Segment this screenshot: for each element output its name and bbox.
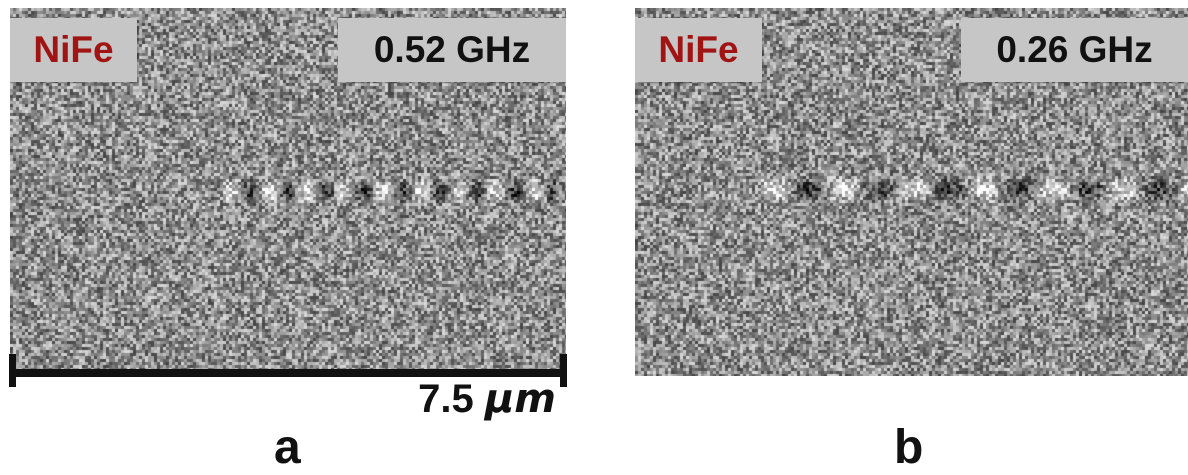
material-label-a: NiFe (10, 18, 137, 82)
scale-bar (11, 369, 565, 377)
scale-bar-right-cap (560, 354, 567, 387)
image-panel-a: NiFe 0.52 GHz (10, 8, 566, 370)
scale-bar-left-cap (9, 354, 16, 387)
panel-letter-a: a (274, 421, 301, 474)
frequency-label-a: 0.52 GHz (338, 18, 566, 82)
scale-bar-label: 7.5 µm (418, 376, 556, 422)
frequency-label-b: 0.26 GHz (961, 18, 1188, 82)
material-label-b: NiFe (635, 18, 762, 82)
scale-bar-unit: µm (484, 376, 556, 422)
image-panel-b: NiFe 0.26 GHz (635, 8, 1188, 376)
scale-bar-value: 7.5 (418, 377, 485, 421)
panel-letter-b: b (894, 421, 924, 474)
